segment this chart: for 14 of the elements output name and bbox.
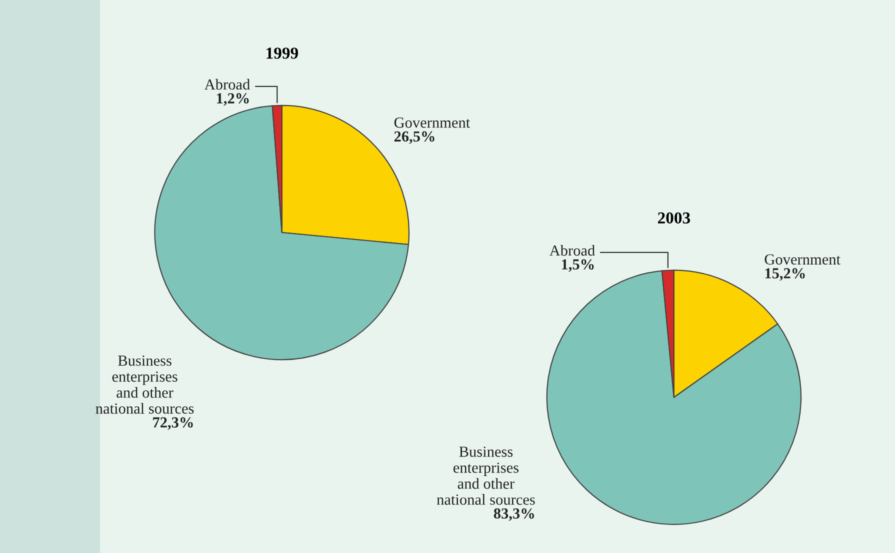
slice-label: Government [394,117,470,128]
slice-label: Government [764,254,840,265]
data-label: 1,5% [562,259,594,272]
data-label: 26,5% [394,131,434,144]
data-label: 15,2% [765,268,805,281]
data-label: 1,2% [217,93,249,106]
data-label: 72,3% [153,417,193,430]
slice-label: Business enterprises and other national sources [436,446,535,505]
data-label: 83,3% [494,508,534,521]
slice-label: Abroad [549,244,595,256]
chart-title: 1999 [266,48,298,59]
slice-label: Abroad [204,78,250,90]
slice-label: Business enterprises and other national sources [96,356,194,414]
chart-title: 2003 [658,212,690,224]
